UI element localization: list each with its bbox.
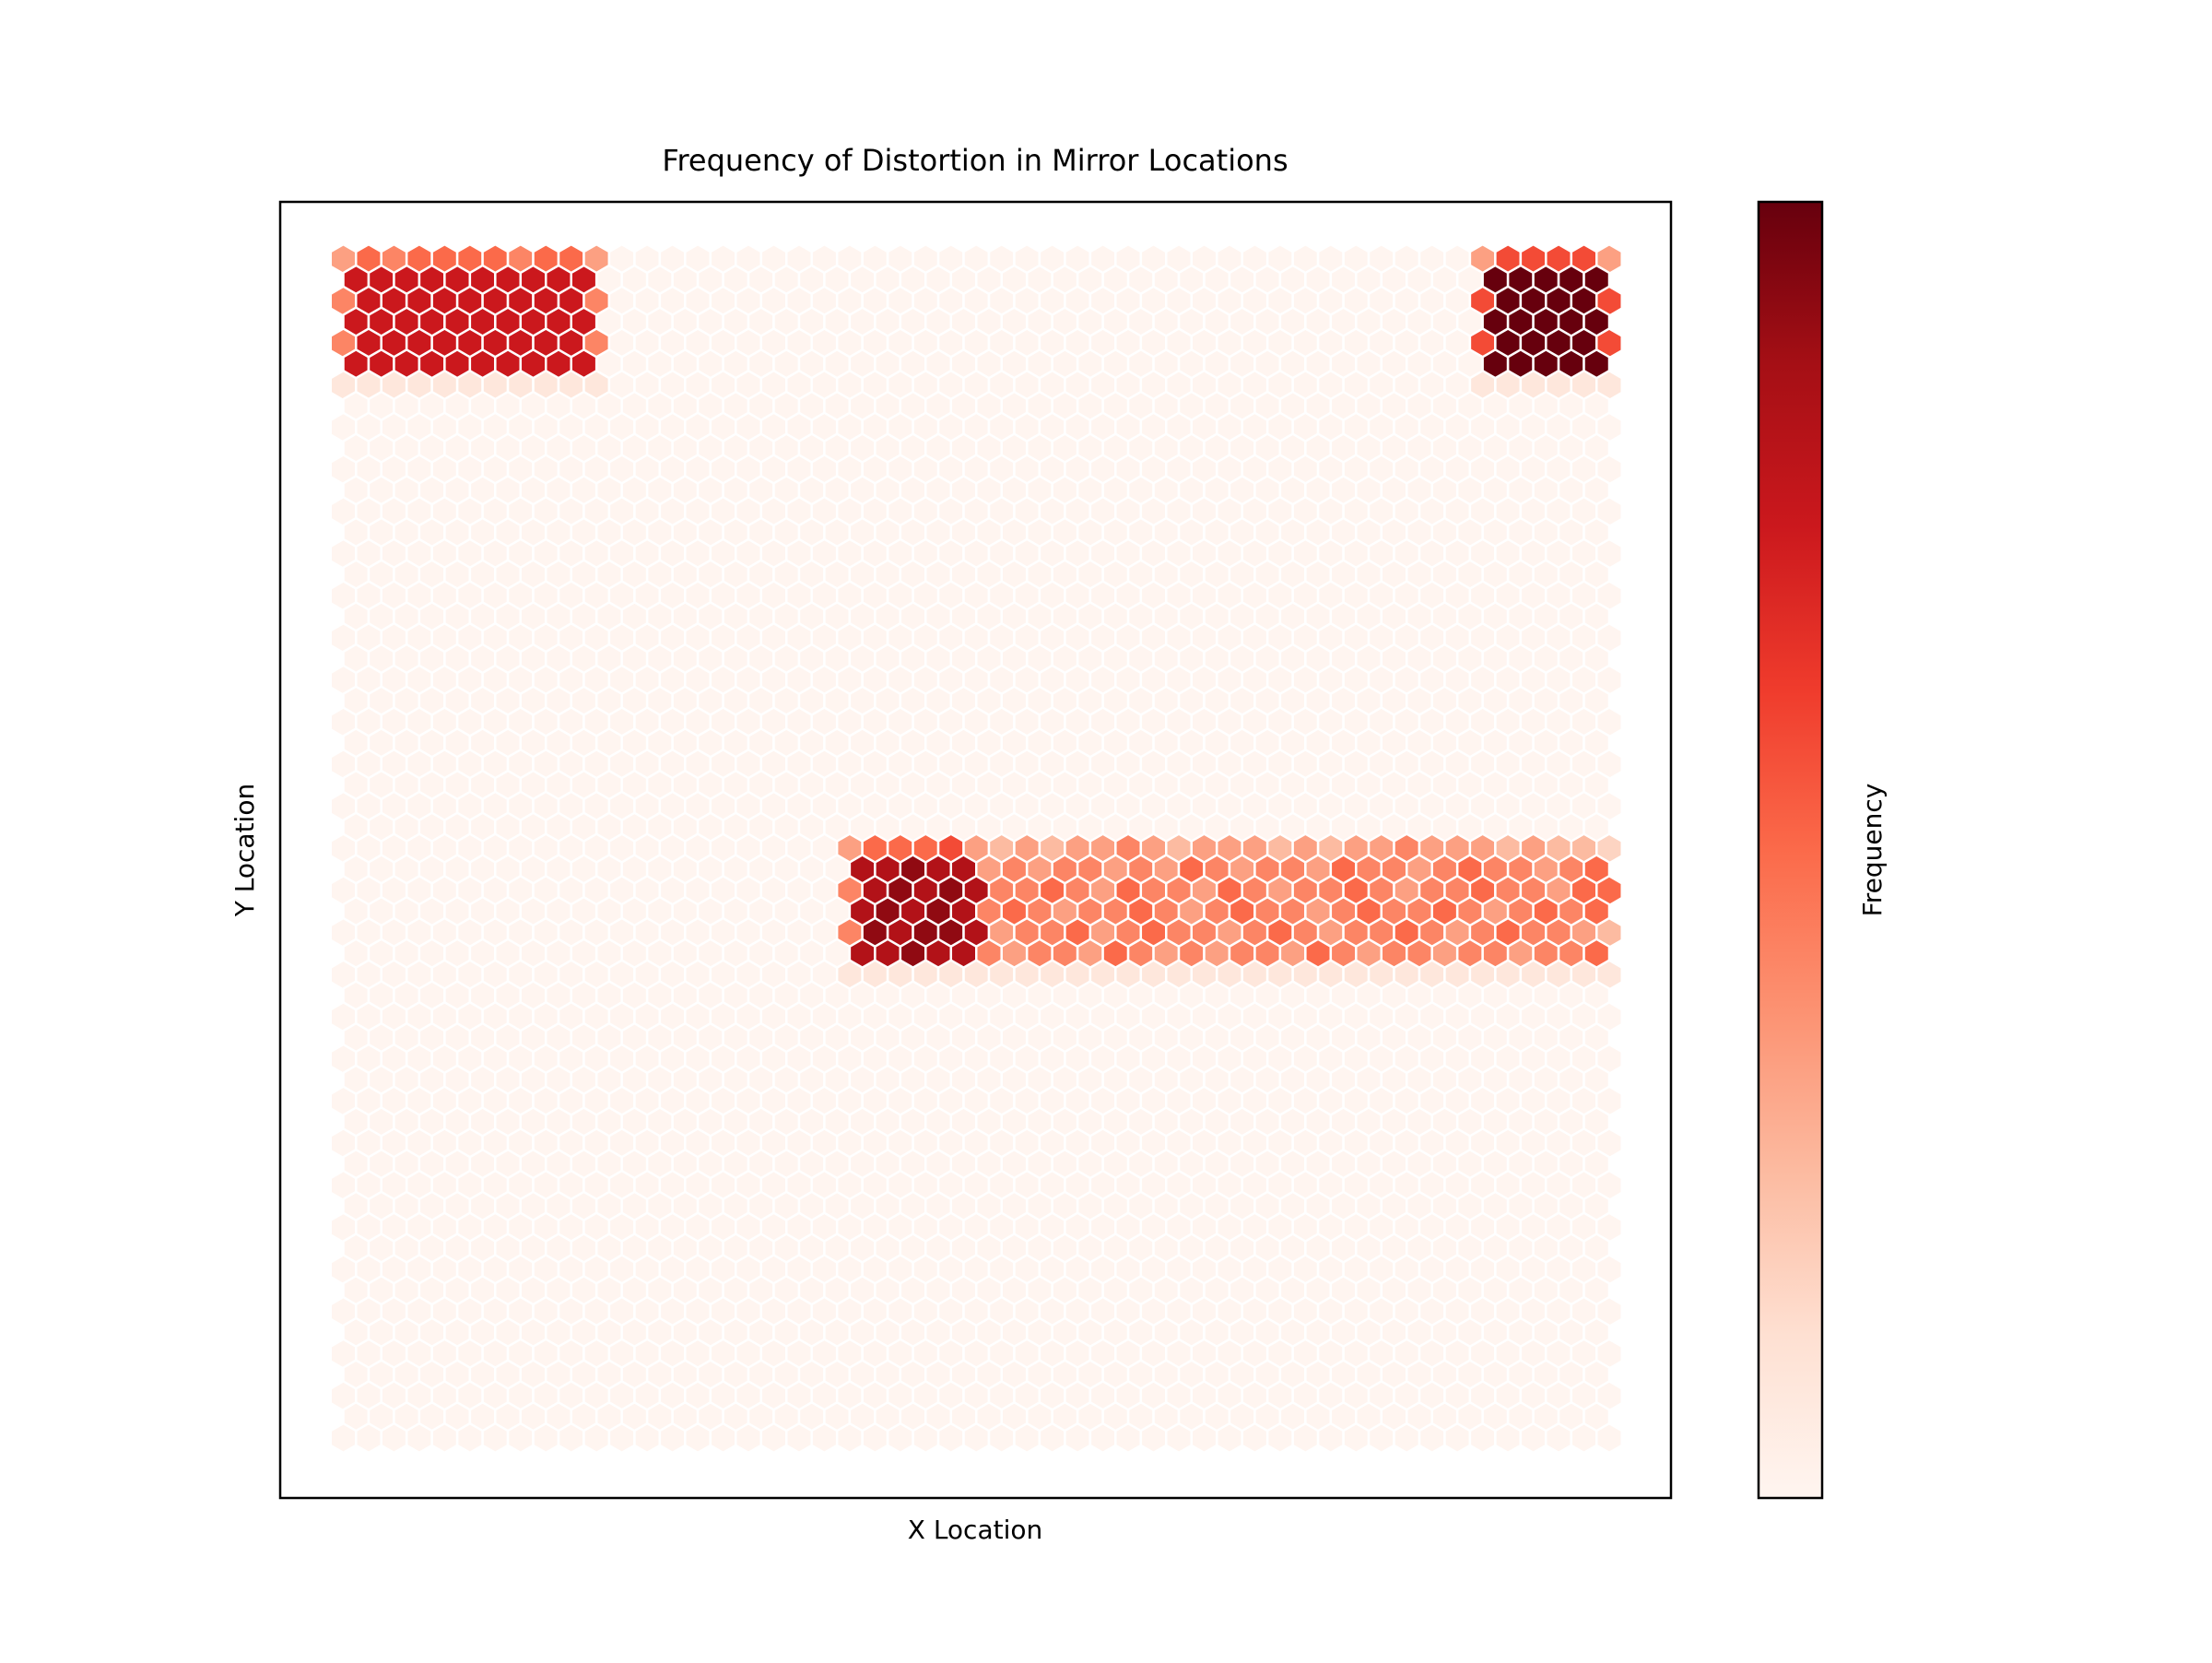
- hex-cell: [861, 1421, 889, 1455]
- hex-cell: [835, 1421, 864, 1455]
- y-axis-label: Y Location: [229, 784, 260, 917]
- hex-cell: [1241, 1421, 1269, 1455]
- hex-cell: [1545, 1421, 1573, 1455]
- hex-cell: [1013, 1421, 1041, 1455]
- hex-cell: [1570, 1421, 1598, 1455]
- hex-cell: [607, 1421, 636, 1455]
- hex-layer: [329, 242, 1623, 1455]
- hex-cell: [1190, 1421, 1218, 1455]
- hex-cell: [329, 1421, 358, 1455]
- hex-cell: [987, 1421, 1016, 1455]
- hex-cell: [532, 1421, 560, 1455]
- hex-cell: [1291, 1421, 1320, 1455]
- hex-cell: [1393, 1421, 1421, 1455]
- colorbar: [1757, 200, 1824, 1500]
- hex-cell: [1468, 1421, 1497, 1455]
- x-axis-label: X Location: [908, 1515, 1043, 1545]
- hex-cell: [1064, 1421, 1092, 1455]
- hex-cell: [430, 1421, 459, 1455]
- hex-cell: [633, 1421, 662, 1455]
- hex-cell: [481, 1421, 510, 1455]
- hex-cell: [735, 1421, 762, 1455]
- hex-cell: [1265, 1421, 1294, 1455]
- hex-cell: [1342, 1421, 1371, 1455]
- hex-cell: [684, 1421, 712, 1455]
- hex-cell: [1443, 1421, 1472, 1455]
- hex-cell: [709, 1421, 737, 1455]
- hex-cell: [582, 1421, 611, 1455]
- hex-cell: [405, 1421, 433, 1455]
- hex-cell: [1494, 1421, 1523, 1455]
- hex-cell: [1367, 1421, 1395, 1455]
- hex-cell: [1114, 1421, 1143, 1455]
- hex-cell: [1316, 1421, 1345, 1455]
- colorbar-label: Frequency: [1857, 784, 1888, 917]
- hex-cell: [1088, 1421, 1117, 1455]
- hex-cell: [455, 1421, 484, 1455]
- hex-cell: [1595, 1421, 1623, 1455]
- hex-cell: [557, 1421, 585, 1455]
- hex-cell: [354, 1421, 382, 1455]
- hex-cell: [962, 1421, 991, 1455]
- hex-cell: [886, 1421, 914, 1455]
- hex-cell: [912, 1421, 940, 1455]
- hex-cell: [784, 1421, 813, 1455]
- hex-cell: [1215, 1421, 1243, 1455]
- hex-cell: [1418, 1421, 1446, 1455]
- hex-cell: [810, 1421, 839, 1455]
- hex-cell: [936, 1421, 965, 1455]
- hex-cell: [759, 1421, 788, 1455]
- chart-title: Frequency of Distortion in Mirror Locati…: [662, 143, 1288, 178]
- hex-cell: [1165, 1421, 1193, 1455]
- hex-cell: [380, 1421, 408, 1455]
- hex-cell: [1038, 1421, 1066, 1455]
- hex-cell: [658, 1421, 687, 1455]
- hex-cell: [1139, 1421, 1168, 1455]
- hex-cell: [506, 1421, 535, 1455]
- hex-cell: [1519, 1421, 1547, 1455]
- axes-frame: [278, 200, 1673, 1500]
